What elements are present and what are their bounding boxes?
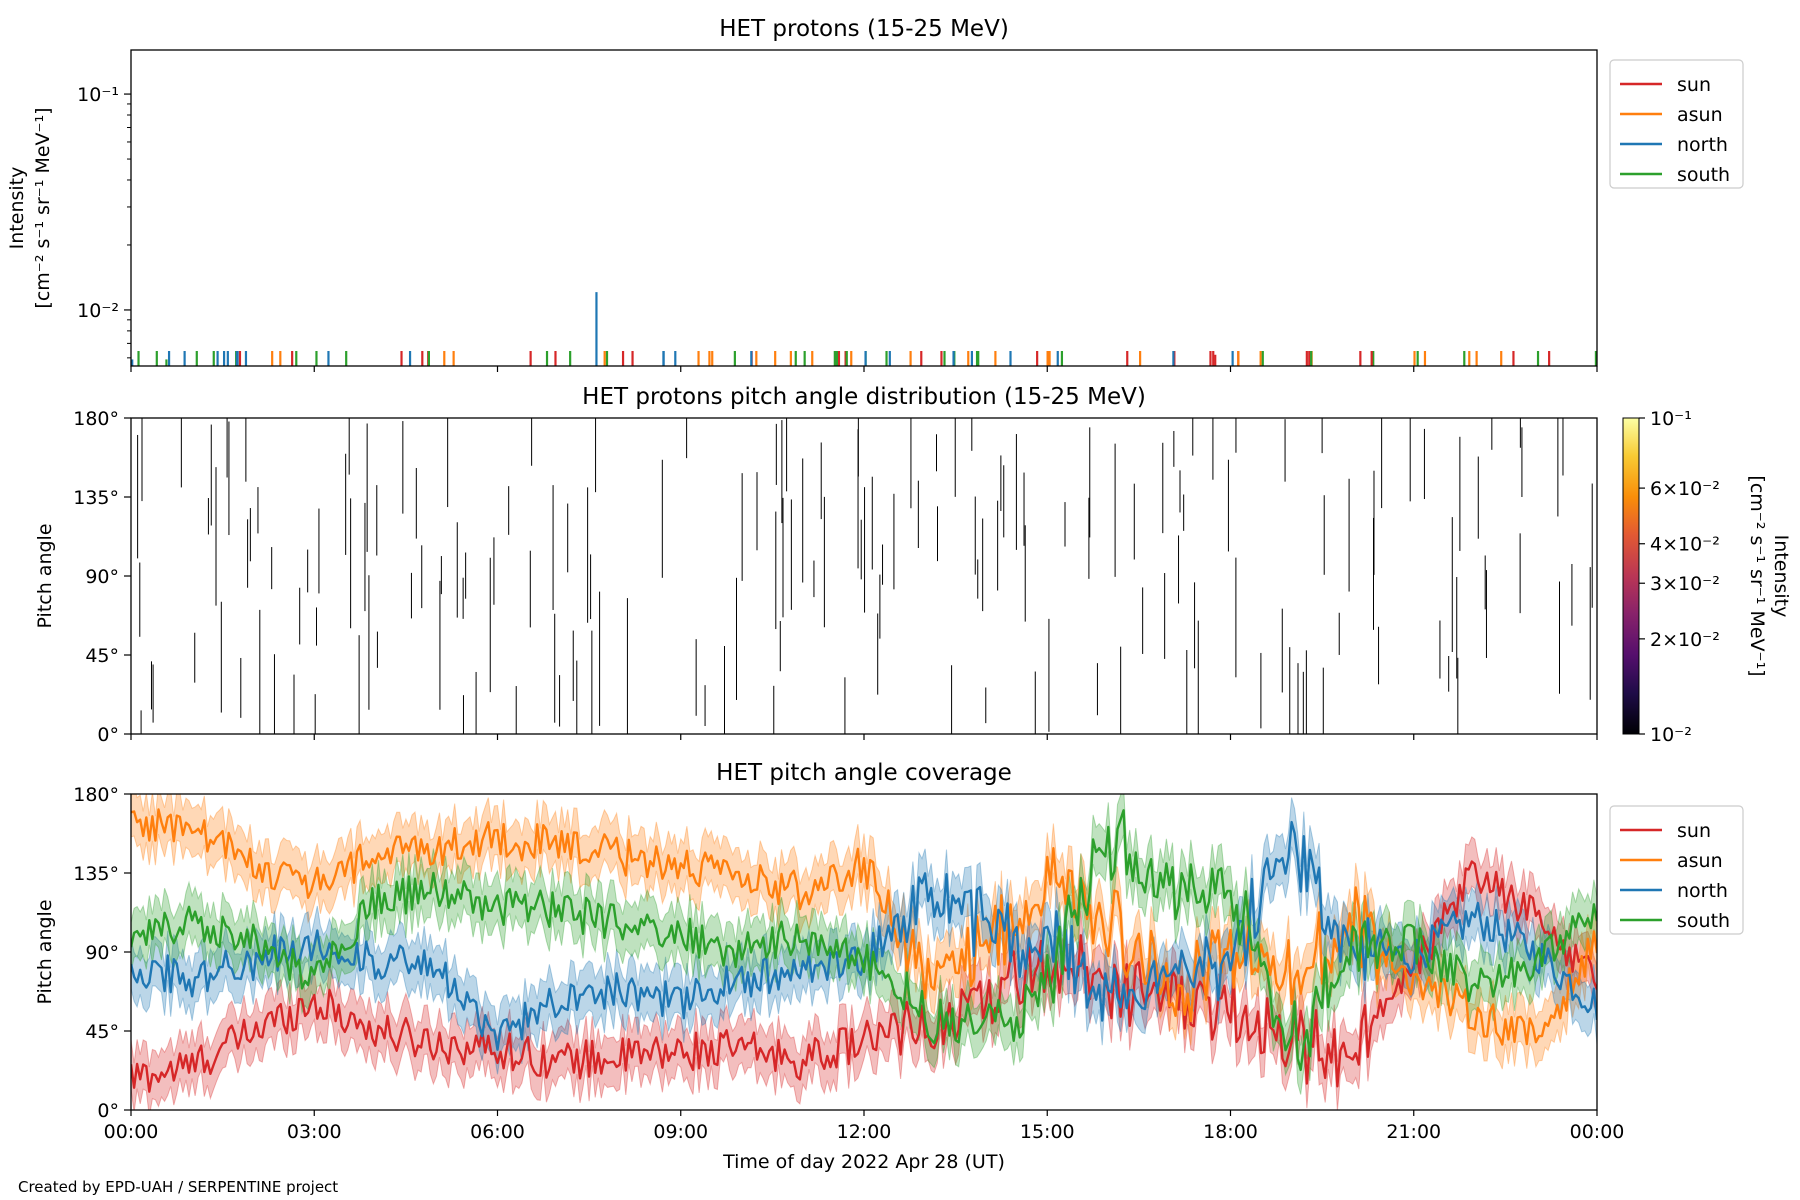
legend-label-south: south [1677,164,1730,186]
panel3-yaxis: 0° 45° 90° 135° 180° [73,784,131,1122]
panel-pitch-coverage: HET pitch angle coverage 0° 45° 90° 135° 180… [34,760,1744,1173]
x-tick-label: 00:00 [104,1121,159,1143]
colorbar-tick-label: 10⁻² [1650,724,1692,746]
legend-label-sun: sun [1677,820,1711,842]
legend-label-sun: sun [1677,74,1711,96]
x-tick-label: 21:00 [1386,1121,1441,1143]
x-tick-label: 09:00 [653,1121,708,1143]
x-tick-label: 12:00 [837,1121,892,1143]
legend-label-asun: asun [1677,850,1723,872]
panel2-ylabel: Pitch angle [34,523,56,628]
coverage-band-south [131,794,1597,1095]
legend-box [1609,805,1744,935]
y-tick-label: 10⁻¹ [77,84,119,106]
panel3-legend: sun asun north south [1609,805,1744,935]
panel3-title: HET pitch angle coverage [716,760,1012,786]
coverage-line-north [131,820,1597,1051]
y-tick-label: 180° [73,408,119,430]
colorbar-unit: [cm⁻² s⁻¹ sr⁻¹ MeV⁻¹] [1746,475,1768,676]
coverage-line-sun [131,860,1597,1093]
y-tick-label: 0° [97,1100,119,1122]
colorbar-tick-label: 2×10⁻² [1650,629,1720,651]
colorbar-tick-label: 3×10⁻² [1650,573,1720,595]
panel2-yaxis: 0° 45° 90° 135° 180° [73,408,131,746]
colorbar [1622,417,1640,735]
coverage-band-asun [131,794,1597,1070]
panel-pitch-distribution: HET protons pitch angle distribution (15… [34,384,1792,746]
colorbar-tick-label: 6×10⁻² [1650,478,1720,500]
legend-label-asun: asun [1677,104,1723,126]
panel2-title: HET protons pitch angle distribution (15… [582,384,1146,410]
y-tick-label: 0° [97,724,119,746]
panel1-ylabel-line2: [cm⁻² s⁻¹ sr⁻¹ MeV⁻¹] [32,107,54,308]
x-tick-label: 00:00 [1570,1121,1625,1143]
y-tick-label: 45° [85,645,119,667]
colorbar-tick-label: 10⁻¹ [1650,408,1692,430]
y-tick-label: 135° [73,863,119,885]
panel1-xaxis [130,366,1598,372]
panel1-spikes [131,292,1598,366]
y-tick-label: 90° [85,942,119,964]
colorbar-label: Intensity [1770,535,1792,618]
panel1-legend: sun asun north south [1609,59,1744,189]
panel2-distribution-marks [137,418,1593,734]
y-tick-label: 45° [85,1021,119,1043]
y-tick-label: 180° [73,784,119,806]
x-tick-label: 06:00 [470,1121,525,1143]
panel3-ylabel: Pitch angle [34,899,56,1004]
panel2-xaxis [130,734,1598,740]
coverage-band-north [131,797,1597,1075]
legend-box [1609,59,1744,189]
x-tick-label: 15:00 [1020,1121,1075,1143]
panel3-xaxis: 00:00 03:00 06:00 09:00 12:00 15:00 18:00 21:00… [104,1110,1625,1143]
panel1-yaxis: 10⁻¹ 10⁻² [77,84,131,359]
legend-label-north: north [1677,880,1728,902]
legend-label-south: south [1677,910,1730,932]
y-tick-label: 90° [85,566,119,588]
panel3-series [131,794,1597,1110]
x-tick-label: 18:00 [1203,1121,1258,1143]
panel1-title: HET protons (15-25 MeV) [719,16,1009,42]
x-tick-label: 03:00 [287,1121,342,1143]
legend-label-north: north [1677,134,1728,156]
panel-intensity: HET protons (15-25 MeV) 10⁻¹ 10⁻² Intensi… [6,16,1744,372]
y-tick-label: 135° [73,487,119,509]
panel1-ylabel-line1: Intensity [6,167,28,250]
panel3-xlabel: Time of day 2022 Apr 28 (UT) [722,1151,1005,1173]
colorbar-tick-label: 4×10⁻² [1650,534,1720,556]
coverage-line-south [131,809,1597,1072]
y-tick-label: 10⁻² [77,300,119,322]
colorbar-ticks: 10⁻¹ 6×10⁻² 4×10⁻² 3×10⁻² 2×10⁻² 10⁻² [1639,408,1720,746]
credit-text: Created by EPD-UAH / SERPENTINE project [18,1178,338,1196]
